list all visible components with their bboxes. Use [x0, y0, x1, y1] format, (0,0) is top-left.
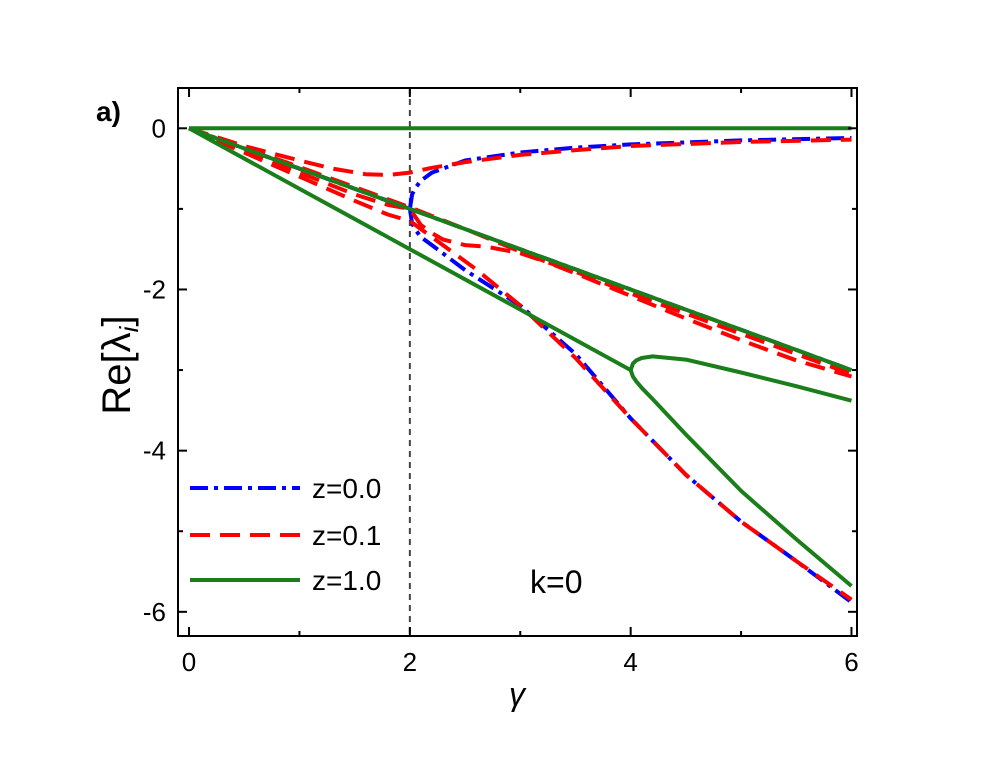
series-group [188, 126, 853, 604]
y-tick-label-0: 0 [152, 113, 166, 143]
y-tick-label-1: -2 [143, 274, 166, 304]
ticks-group: 0 2 4 6 0 -2 -4 -6 [143, 88, 859, 677]
y-axis-title-close: ] [95, 315, 139, 326]
y-axis-title-sub: i [114, 325, 144, 332]
y-tick-label-3: -6 [143, 597, 166, 627]
series-line-10 [188, 126, 632, 372]
legend-label-1: z=0.1 [312, 520, 381, 551]
series-line-2 [407, 136, 852, 210]
annotation-k: k=0 [530, 564, 582, 600]
series-line-4 [188, 126, 852, 177]
plot-area: 0 2 4 6 0 -2 -4 -6 [143, 87, 859, 677]
y-axis-title-main: Re[λ [95, 332, 139, 414]
plot-frame [177, 87, 858, 637]
series-line-9 [188, 126, 853, 372]
legend-label-0: z=0.0 [312, 473, 381, 504]
y-axis-title: Re[λi] [95, 315, 144, 414]
legend-label-2: z=1.0 [312, 565, 381, 596]
panel-label: a) [96, 96, 121, 127]
x-tick-label-3: 6 [844, 647, 858, 677]
x-tick-label-0: 0 [182, 647, 196, 677]
series-line-12 [628, 369, 853, 588]
legend: z=0.0 z=0.1 z=1.0 [190, 473, 381, 596]
x-axis-title: γ [509, 676, 527, 712]
x-tick-label-2: 4 [623, 647, 637, 677]
series-line-3 [407, 208, 853, 604]
x-tick-label-1: 2 [403, 647, 417, 677]
y-tick-label-2: -4 [143, 436, 166, 466]
series-line-5 [188, 126, 853, 602]
series-line-11 [628, 354, 853, 403]
series-line-6 [188, 126, 853, 376]
